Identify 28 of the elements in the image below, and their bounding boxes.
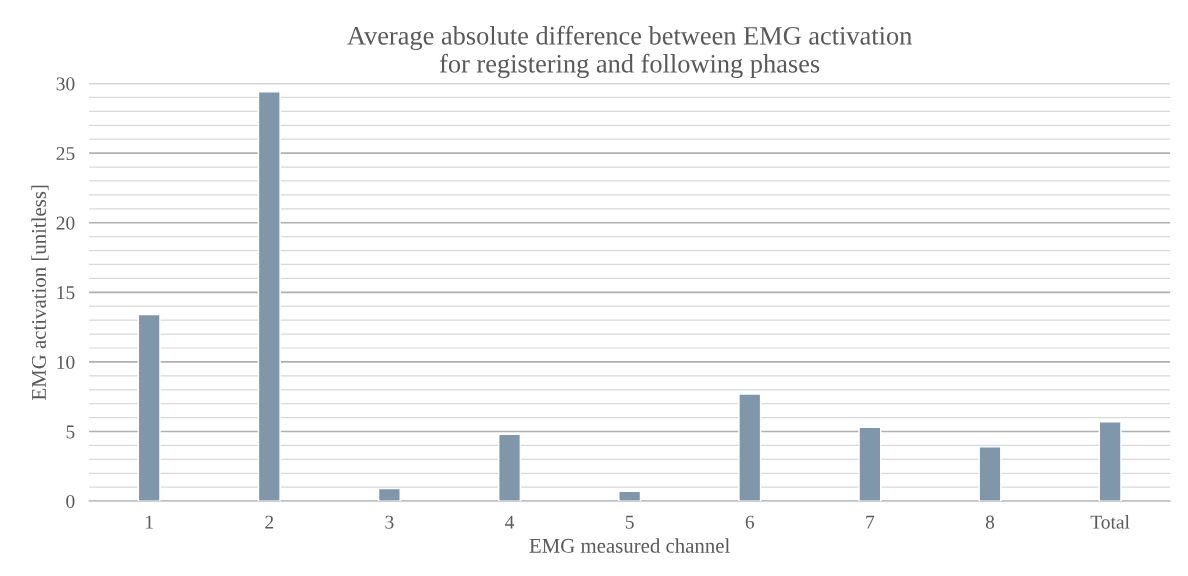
y-tick-label: 0	[66, 494, 75, 509]
x-tick-label: 5	[625, 515, 634, 529]
y-tick-label: 10	[57, 355, 75, 369]
bar	[618, 490, 642, 502]
y-axis-title: EMG activation [unitless]	[31, 185, 49, 400]
x-tick-label: 8	[985, 515, 995, 529]
x-tick-label: 3	[385, 515, 394, 529]
chart-title: Average absolute difference between EMG activation for registering and following phases	[347, 25, 912, 79]
y-tick-label: 20	[56, 216, 75, 230]
y-tick-label: 25	[56, 146, 75, 161]
bar	[1098, 421, 1122, 502]
x-tick-label: 1	[146, 515, 153, 529]
bar	[257, 91, 281, 502]
x-tick-label: Total	[1090, 515, 1130, 529]
x-axis-title: EMG measured channel	[529, 538, 730, 553]
y-tick-label: 5	[66, 425, 75, 439]
x-tick-label: 7	[866, 515, 875, 529]
bar	[738, 393, 762, 502]
x-tick-label: 4	[505, 515, 515, 529]
bar	[978, 446, 1002, 502]
x-tick-label: 6	[745, 515, 755, 529]
y-tick-label: 30	[56, 77, 75, 91]
bar	[858, 426, 882, 502]
bar	[137, 313, 161, 502]
bar	[377, 487, 401, 502]
x-tick-label: 2	[265, 515, 274, 529]
y-tick-label: 15	[57, 286, 75, 300]
bar	[498, 433, 522, 502]
